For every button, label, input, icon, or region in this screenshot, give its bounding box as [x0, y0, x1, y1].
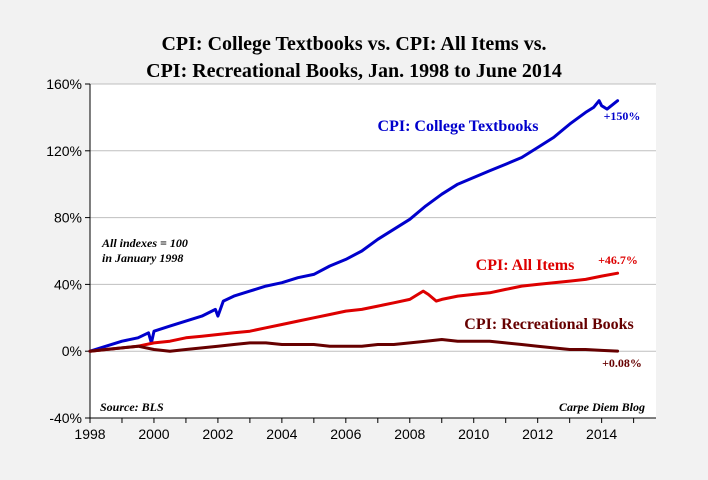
x-tick-label: 2008 [394, 426, 425, 442]
end-value-label-all-items: +46.7% [598, 253, 638, 267]
credit-note: Carpe Diem Blog [559, 400, 645, 414]
series-label-all-items: CPI: All Items [476, 257, 575, 274]
series-line-all-items [88, 271, 620, 353]
series-line-recreational-books [88, 338, 620, 353]
note-line-2: in January 1998 [102, 251, 183, 265]
x-tick-label: 1998 [74, 426, 105, 442]
series-line-college-textbooks [88, 99, 620, 353]
series-labels: CPI: College Textbooks +150% CPI: All Item… [378, 109, 642, 370]
note-line-1: All indexes = 100 [101, 236, 188, 250]
x-tick-label: 2000 [138, 426, 169, 442]
axes: -40% 0% 40% 80% 120% 160% 1998 2000 2002 2004 2006… [46, 76, 656, 442]
end-value-label-recreational-books: +0.08% [602, 356, 642, 370]
y-tick-label: 80% [54, 210, 82, 226]
x-tick-label: 2012 [522, 426, 553, 442]
y-tick-label: -40% [49, 410, 82, 426]
y-tick-label: 160% [46, 76, 82, 92]
y-tick-label: 120% [46, 143, 82, 159]
plot-area [90, 84, 656, 418]
x-tick-label: 2010 [458, 426, 489, 442]
series-label-recreational-books: CPI: Recreational Books [464, 316, 633, 333]
end-value-label-college-textbooks: +150% [604, 109, 641, 123]
source-note: Source: BLS [100, 400, 164, 414]
chart-title-line-1: CPI: College Textbooks vs. CPI: All Item… [161, 33, 546, 55]
x-tick-label: 2014 [586, 426, 617, 442]
y-tick-label: 0% [62, 343, 82, 359]
annotations: All indexes = 100 in January 1998 Source… [100, 236, 645, 414]
x-tick-label: 2004 [266, 426, 297, 442]
x-tick-label: 2002 [202, 426, 233, 442]
chart-title: CPI: College Textbooks vs. CPI: All Item… [146, 33, 562, 82]
series-label-college-textbooks: CPI: College Textbooks [378, 118, 539, 135]
chart-title-line-2: CPI: Recreational Books, Jan. 1998 to Ju… [146, 60, 562, 82]
y-tick-label: 40% [54, 276, 82, 292]
x-tick-label: 2006 [330, 426, 361, 442]
series-lines [88, 99, 620, 353]
